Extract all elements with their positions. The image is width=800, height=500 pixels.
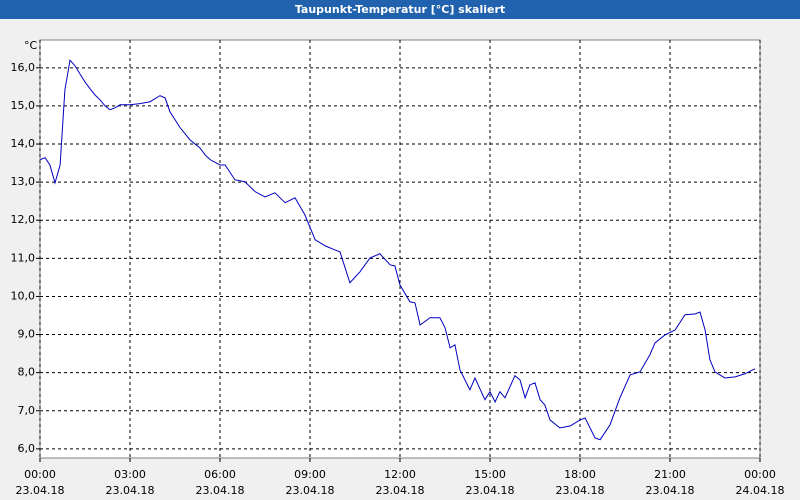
y-tick-label: 16,0 (11, 61, 36, 74)
y-tick-label: 12,0 (11, 213, 36, 226)
x-tick-label: 00:00 (24, 468, 56, 481)
y-tick-label: 13,0 (11, 175, 36, 188)
y-tick-label: 6,0 (18, 442, 36, 455)
x-tick-date: 23.04.18 (376, 484, 425, 497)
x-tick-label: 18:00 (564, 468, 596, 481)
chart-title: Taupunkt-Temperatur [°C] skaliert (295, 3, 505, 16)
y-tick-label: 10,0 (11, 289, 36, 302)
x-tick-date: 23.04.18 (196, 484, 245, 497)
x-tick-date: 23.04.18 (16, 484, 65, 497)
x-tick-label: 15:00 (474, 468, 506, 481)
x-tick-date: 23.04.18 (106, 484, 155, 497)
x-tick-date: 23.04.18 (556, 484, 605, 497)
y-unit: °C (24, 39, 38, 52)
x-tick-date: 24.04.18 (736, 484, 785, 497)
x-tick-date: 23.04.18 (646, 484, 695, 497)
y-tick-label: 15,0 (11, 99, 36, 112)
y-tick-label: 14,0 (11, 137, 36, 150)
x-tick-date: 23.04.18 (466, 484, 515, 497)
x-tick-label: 21:00 (654, 468, 686, 481)
x-tick-label: 09:00 (294, 468, 326, 481)
x-tick-label: 06:00 (204, 468, 236, 481)
x-tick-label: 00:00 (744, 468, 776, 481)
x-tick-label: 12:00 (384, 468, 416, 481)
y-tick-label: 7,0 (18, 404, 36, 417)
y-tick-label: 11,0 (11, 251, 36, 264)
x-tick-date: 23.04.18 (286, 484, 335, 497)
y-tick-label: 9,0 (18, 328, 36, 341)
data-line (39, 59, 756, 441)
y-tick-label: 8,0 (18, 366, 36, 379)
x-tick-label: 03:00 (114, 468, 146, 481)
title-bar (0, 0, 800, 19)
